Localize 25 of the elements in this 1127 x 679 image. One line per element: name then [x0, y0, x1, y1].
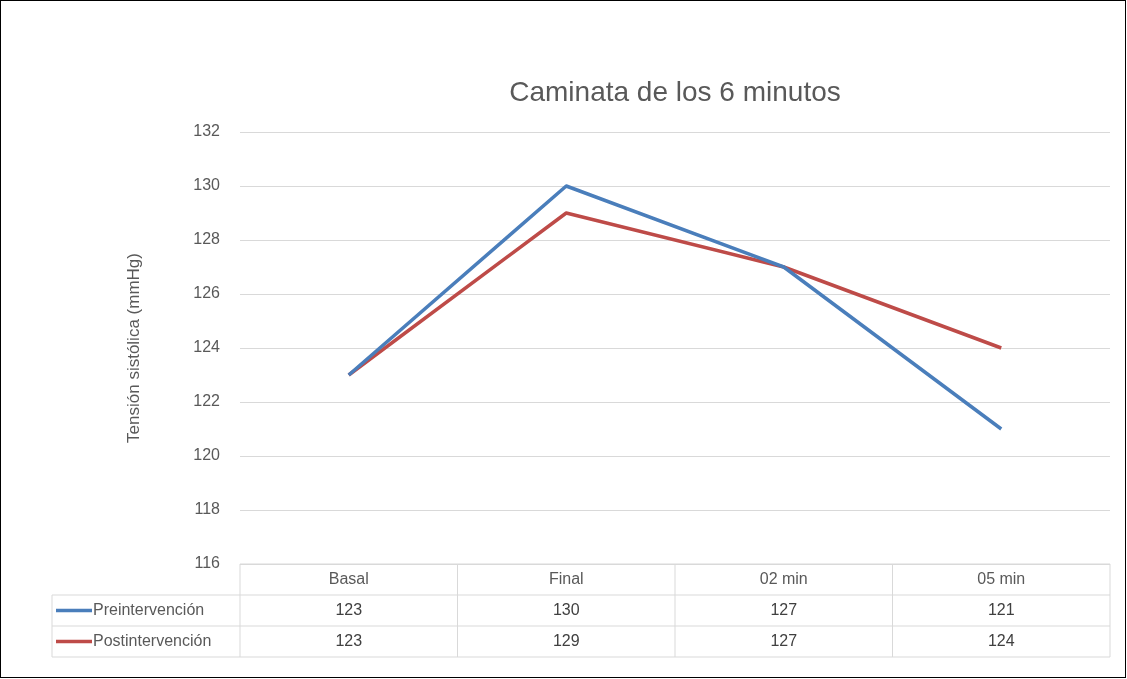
x-tick-label: Basal — [328, 569, 369, 587]
y-tick-label: 128 — [193, 230, 221, 248]
data-label: 124 — [987, 631, 1015, 649]
data-label: 123 — [335, 631, 363, 649]
x-tick-label: 02 min — [759, 569, 808, 587]
y-tick-label: 122 — [193, 392, 221, 410]
chart-title: Caminata de los 6 minutos — [509, 75, 841, 107]
x-tick-label: 05 min — [977, 569, 1026, 587]
data-label: 123 — [335, 600, 363, 618]
y-tick-label: 116 — [194, 554, 221, 572]
data-label: 127 — [770, 600, 798, 618]
data-label: 130 — [552, 600, 580, 618]
y-tick-label: 132 — [193, 122, 221, 140]
y-tick-label: 124 — [193, 338, 221, 356]
y-tick-label: 126 — [193, 284, 221, 302]
y-tick-label: 118 — [194, 500, 221, 518]
y-tick-label: 130 — [193, 176, 221, 194]
y-tick-label: 120 — [193, 446, 221, 464]
y-axis-title: Tensión sistólica (mmHg) — [123, 253, 143, 443]
legend-label: Preintervención — [93, 600, 205, 618]
legend-label: Postintervención — [93, 631, 212, 649]
data-label: 121 — [987, 600, 1015, 618]
data-label: 129 — [552, 631, 580, 649]
data-label: 127 — [770, 631, 798, 649]
x-tick-label: Final — [548, 569, 584, 587]
